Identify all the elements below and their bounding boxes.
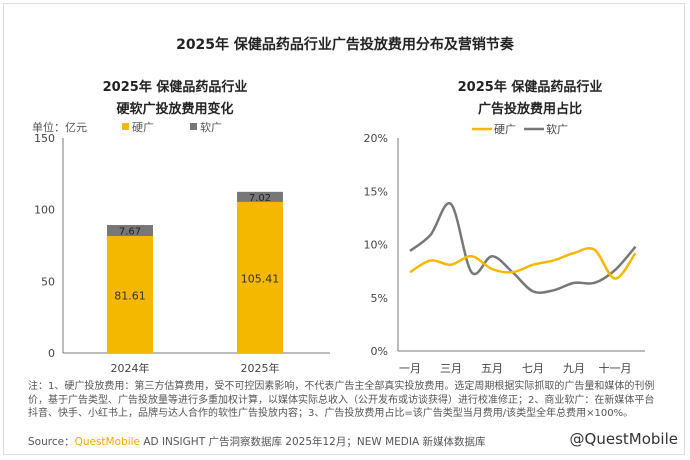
x-tick-label: 七月 <box>522 362 544 375</box>
bar-soft-label: 7.67 <box>119 227 141 238</box>
y-tick-label: 20% <box>364 132 388 145</box>
unit-label: 单位：亿元 <box>32 120 87 134</box>
frame <box>3 3 685 455</box>
source-brand: QuestMobile <box>74 436 140 448</box>
y-tick-label: 15% <box>364 185 388 198</box>
line-hard <box>409 247 637 280</box>
footnote: 注：1、硬广投放费用：第三方估算费用，受不可控因素影响，不代表广告主全部真实投放… <box>28 381 655 419</box>
y-tick-label: 10% <box>364 239 388 252</box>
line-title-line1: 2025年 保健品药品行业 <box>457 80 603 95</box>
y-tick-label: 50 <box>41 275 55 288</box>
source-text: AD INSIGHT 广告洞察数据库 2025年12月；NEW MEDIA 新媒… <box>140 436 486 448</box>
x-tick-label: 五月 <box>481 362 503 375</box>
legend-hard-swatch <box>122 123 129 130</box>
bar-hard <box>107 236 153 353</box>
bar-hard-label: 105.41 <box>241 272 280 285</box>
bar-hard <box>237 201 283 353</box>
line-chart-title: 2025年 保健品药品行业 广告投放费用占比 <box>395 77 665 121</box>
x-tick-label: 十一月 <box>599 361 632 375</box>
bar-soft <box>237 191 283 202</box>
x-tick-label: 一月 <box>399 362 421 375</box>
bar-title-line2: 硬软广投放费用变化 <box>116 102 234 117</box>
legend-hard-label: 硬广 <box>494 123 516 136</box>
x-tick-label: 三月 <box>440 362 462 375</box>
y-tick-label: 100 <box>34 204 55 217</box>
bar-hard-label: 81.61 <box>114 290 146 303</box>
legend-hard-label: 硬广 <box>132 121 154 134</box>
bar-soft-label: 7.02 <box>249 193 271 204</box>
legend-soft-label: 软广 <box>546 122 568 136</box>
line-title-line2: 广告投放费用占比 <box>477 102 582 117</box>
page-title: 2025年 保健品药品行业广告投放费用分布及营销节奏 <box>176 37 514 53</box>
x-tick-label: 2024年 <box>111 361 150 375</box>
y-tick-label: 0% <box>371 345 388 358</box>
y-tick-label: 150 <box>34 132 55 145</box>
line-soft <box>409 202 637 294</box>
x-tick-label: 九月 <box>563 362 585 375</box>
watermark: @QuestMobile <box>569 430 678 448</box>
x-tick-label: 2025年 <box>241 361 280 375</box>
bar-title-line1: 2025年 保健品药品行业 <box>102 80 248 95</box>
source-line: Source：QuestMobile AD INSIGHT 广告洞察数据库 20… <box>28 434 485 449</box>
source-prefix: Source： <box>28 436 75 448</box>
y-tick-label: 0 <box>48 347 55 360</box>
legend-soft-swatch <box>190 123 197 130</box>
y-tick-label: 5% <box>371 292 388 305</box>
bar-chart-title: 2025年 保健品药品行业 硬软广投放费用变化 <box>40 77 310 121</box>
legend-soft-label: 软广 <box>200 120 222 134</box>
bar-soft <box>107 225 153 237</box>
